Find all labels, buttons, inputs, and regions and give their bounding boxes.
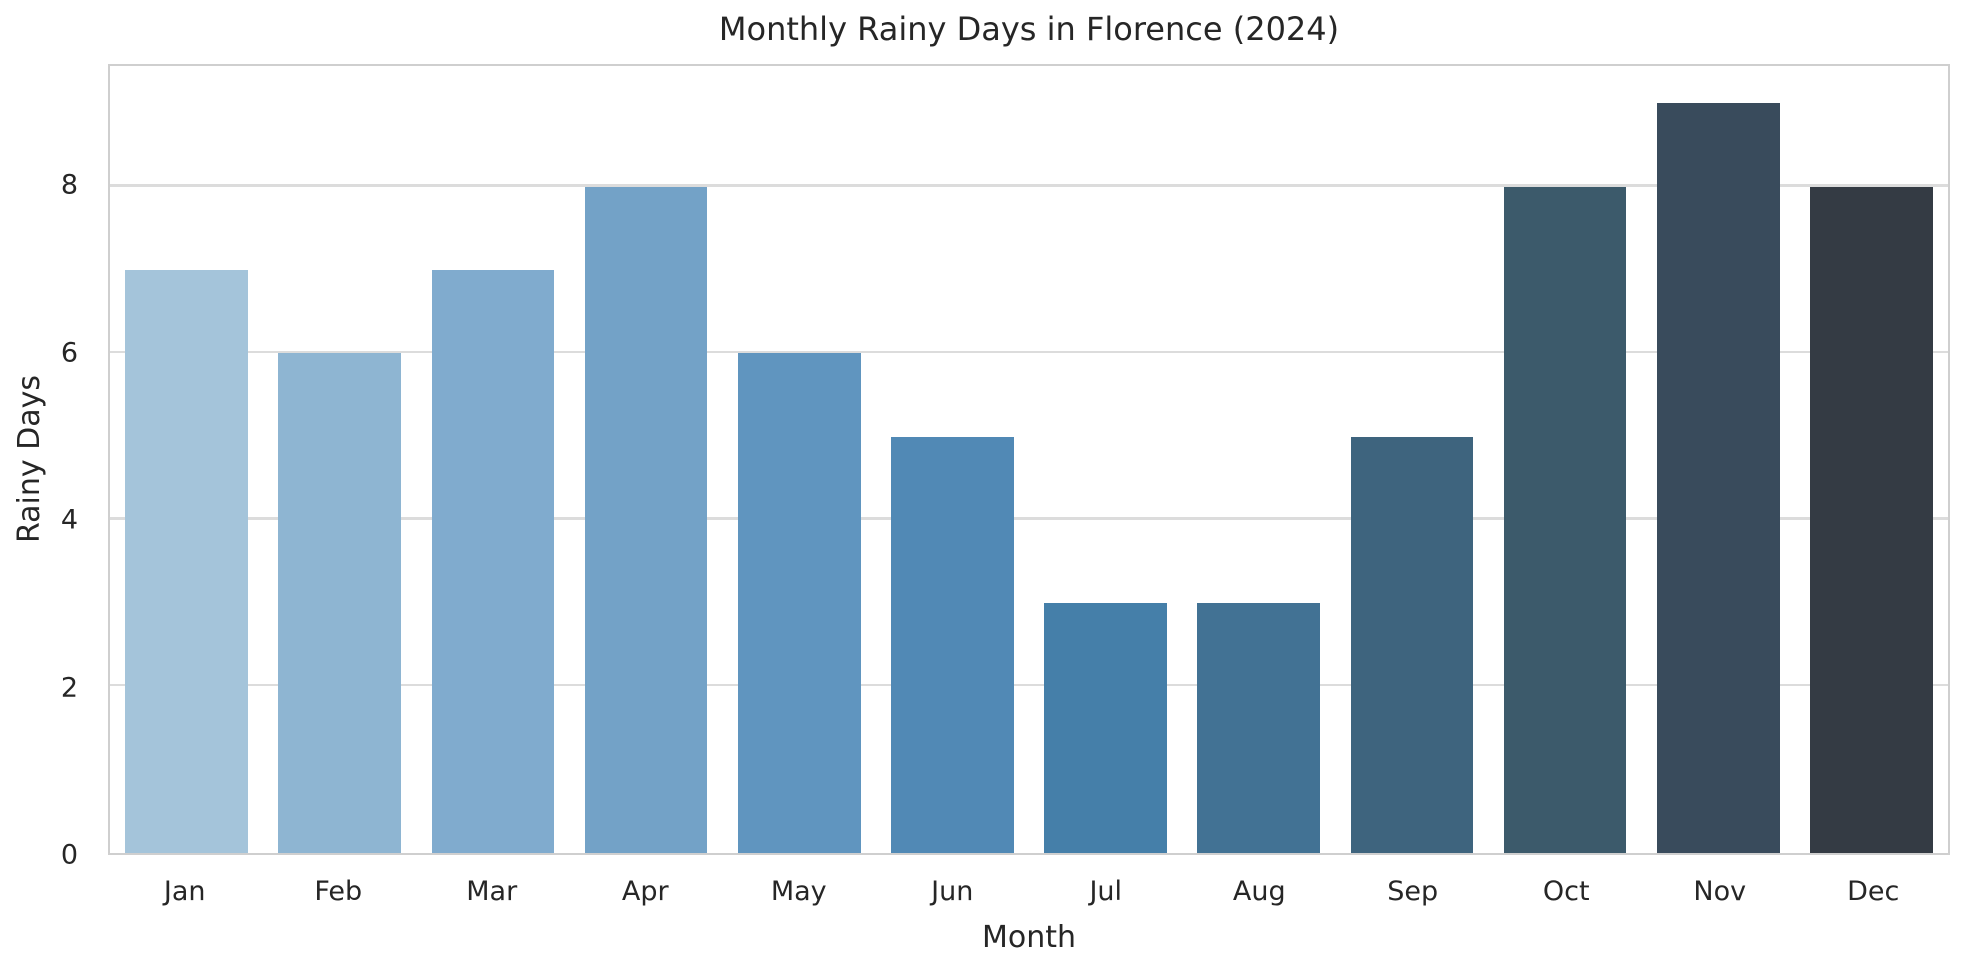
x-tick-label-apr: Apr xyxy=(621,876,669,907)
y-tick-label-2: 2 xyxy=(60,672,78,704)
x-tick-label-sep: Sep xyxy=(1387,876,1439,907)
gridline-y-2 xyxy=(110,683,1948,687)
x-axis-label: Month xyxy=(981,920,1077,955)
gridline-y-8 xyxy=(110,184,1948,187)
x-tick-labels: Jan Feb Mar Apr May Jun Jul Aug Sep Oct Nov Dec xyxy=(108,876,1950,912)
y-tick-label-4: 4 xyxy=(60,504,78,536)
x-tick-label-nov: Nov xyxy=(1693,876,1747,907)
bar-feb xyxy=(278,353,401,853)
bar-apr xyxy=(584,186,708,853)
bar-may xyxy=(737,353,861,853)
bar-jun xyxy=(891,436,1014,853)
x-tick-label-feb: Feb xyxy=(314,876,363,907)
bar-jan xyxy=(125,270,248,853)
plot-area xyxy=(108,64,1950,855)
gridline-y-6 xyxy=(110,350,1948,354)
x-tick-label-jan: Jan xyxy=(163,876,206,907)
y-tick-labels: 0 2 4 6 8 xyxy=(0,64,92,869)
y-tick-label-0: 0 xyxy=(60,839,78,871)
x-tick-label-oct: Oct xyxy=(1542,876,1590,907)
bar-oct xyxy=(1503,186,1627,853)
y-tick-label-6: 6 xyxy=(60,337,78,369)
bar-mar xyxy=(431,270,555,853)
bar-sep xyxy=(1350,436,1474,853)
bar-nov xyxy=(1656,103,1780,853)
x-tick-label-dec: Dec xyxy=(1847,876,1900,907)
x-tick-label-may: May xyxy=(770,876,827,907)
chart-title: Monthly Rainy Days in Florence (2024) xyxy=(718,10,1340,48)
bar-jul xyxy=(1044,603,1167,853)
gridline-y-4 xyxy=(110,517,1948,520)
x-tick-label-aug: Aug xyxy=(1232,876,1286,907)
y-tick-label-8: 8 xyxy=(60,169,78,201)
x-tick-label-jun: Jun xyxy=(931,876,974,907)
x-tick-label-jul: Jul xyxy=(1089,876,1123,907)
bar-dec xyxy=(1810,186,1933,853)
bar-aug xyxy=(1197,603,1320,853)
x-tick-label-mar: Mar xyxy=(466,876,518,907)
